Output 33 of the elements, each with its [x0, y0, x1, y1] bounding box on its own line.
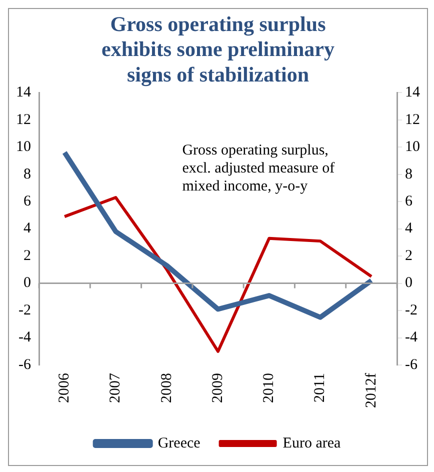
y2-tick-label: 2 [405, 248, 412, 264]
y2-tick-label: -6 [405, 356, 418, 373]
y2-tick-label: 12 [405, 112, 420, 128]
y2-tick-label: -4 [405, 330, 418, 346]
x-tick-label: 2011 [312, 373, 328, 402]
x-tick-label: 2006 [56, 372, 73, 404]
y-tick-label: 12 [16, 112, 31, 128]
y2-tick-label: 6 [405, 194, 413, 210]
y-tick-label: -2 [18, 302, 31, 318]
y-tick-label: 8 [24, 166, 31, 182]
x-tick-label: 2012f [363, 373, 380, 408]
y2-tick-label: 14 [405, 84, 420, 101]
x-tick-label: 2010 [261, 373, 278, 404]
y2-tick-label: 0 [405, 275, 412, 292]
y-tick-label: 14 [16, 84, 32, 101]
y-tick-label: 2 [24, 248, 31, 264]
y2-tick-label: 4 [405, 220, 413, 237]
y-tick-label: -4 [18, 330, 32, 346]
y-tick-label: 4 [24, 220, 32, 237]
y-tick-label: 10 [16, 139, 31, 156]
x-tick-label: 2008 [158, 373, 175, 404]
y-tick-label: -6 [18, 356, 32, 373]
y2-tick-label: -2 [405, 302, 418, 318]
annotation: Gross operating surplus, excl. adjusted measure of mixed income, y-o-y [182, 142, 335, 194]
chart-title: Gross operating surplus exhibits some preliminary signs of stabilization [102, 12, 335, 86]
x-tick-label: 2007 [108, 372, 124, 404]
y-tick-label: 0 [24, 275, 31, 292]
legend-label: Greece [158, 435, 201, 452]
x-tick-label: 2009 [210, 373, 226, 404]
y2-tick-label: 8 [405, 166, 412, 182]
y2-tick-label: 10 [405, 139, 420, 156]
y-tick-label: 6 [24, 194, 32, 210]
legend-label: Euro area [282, 435, 342, 452]
